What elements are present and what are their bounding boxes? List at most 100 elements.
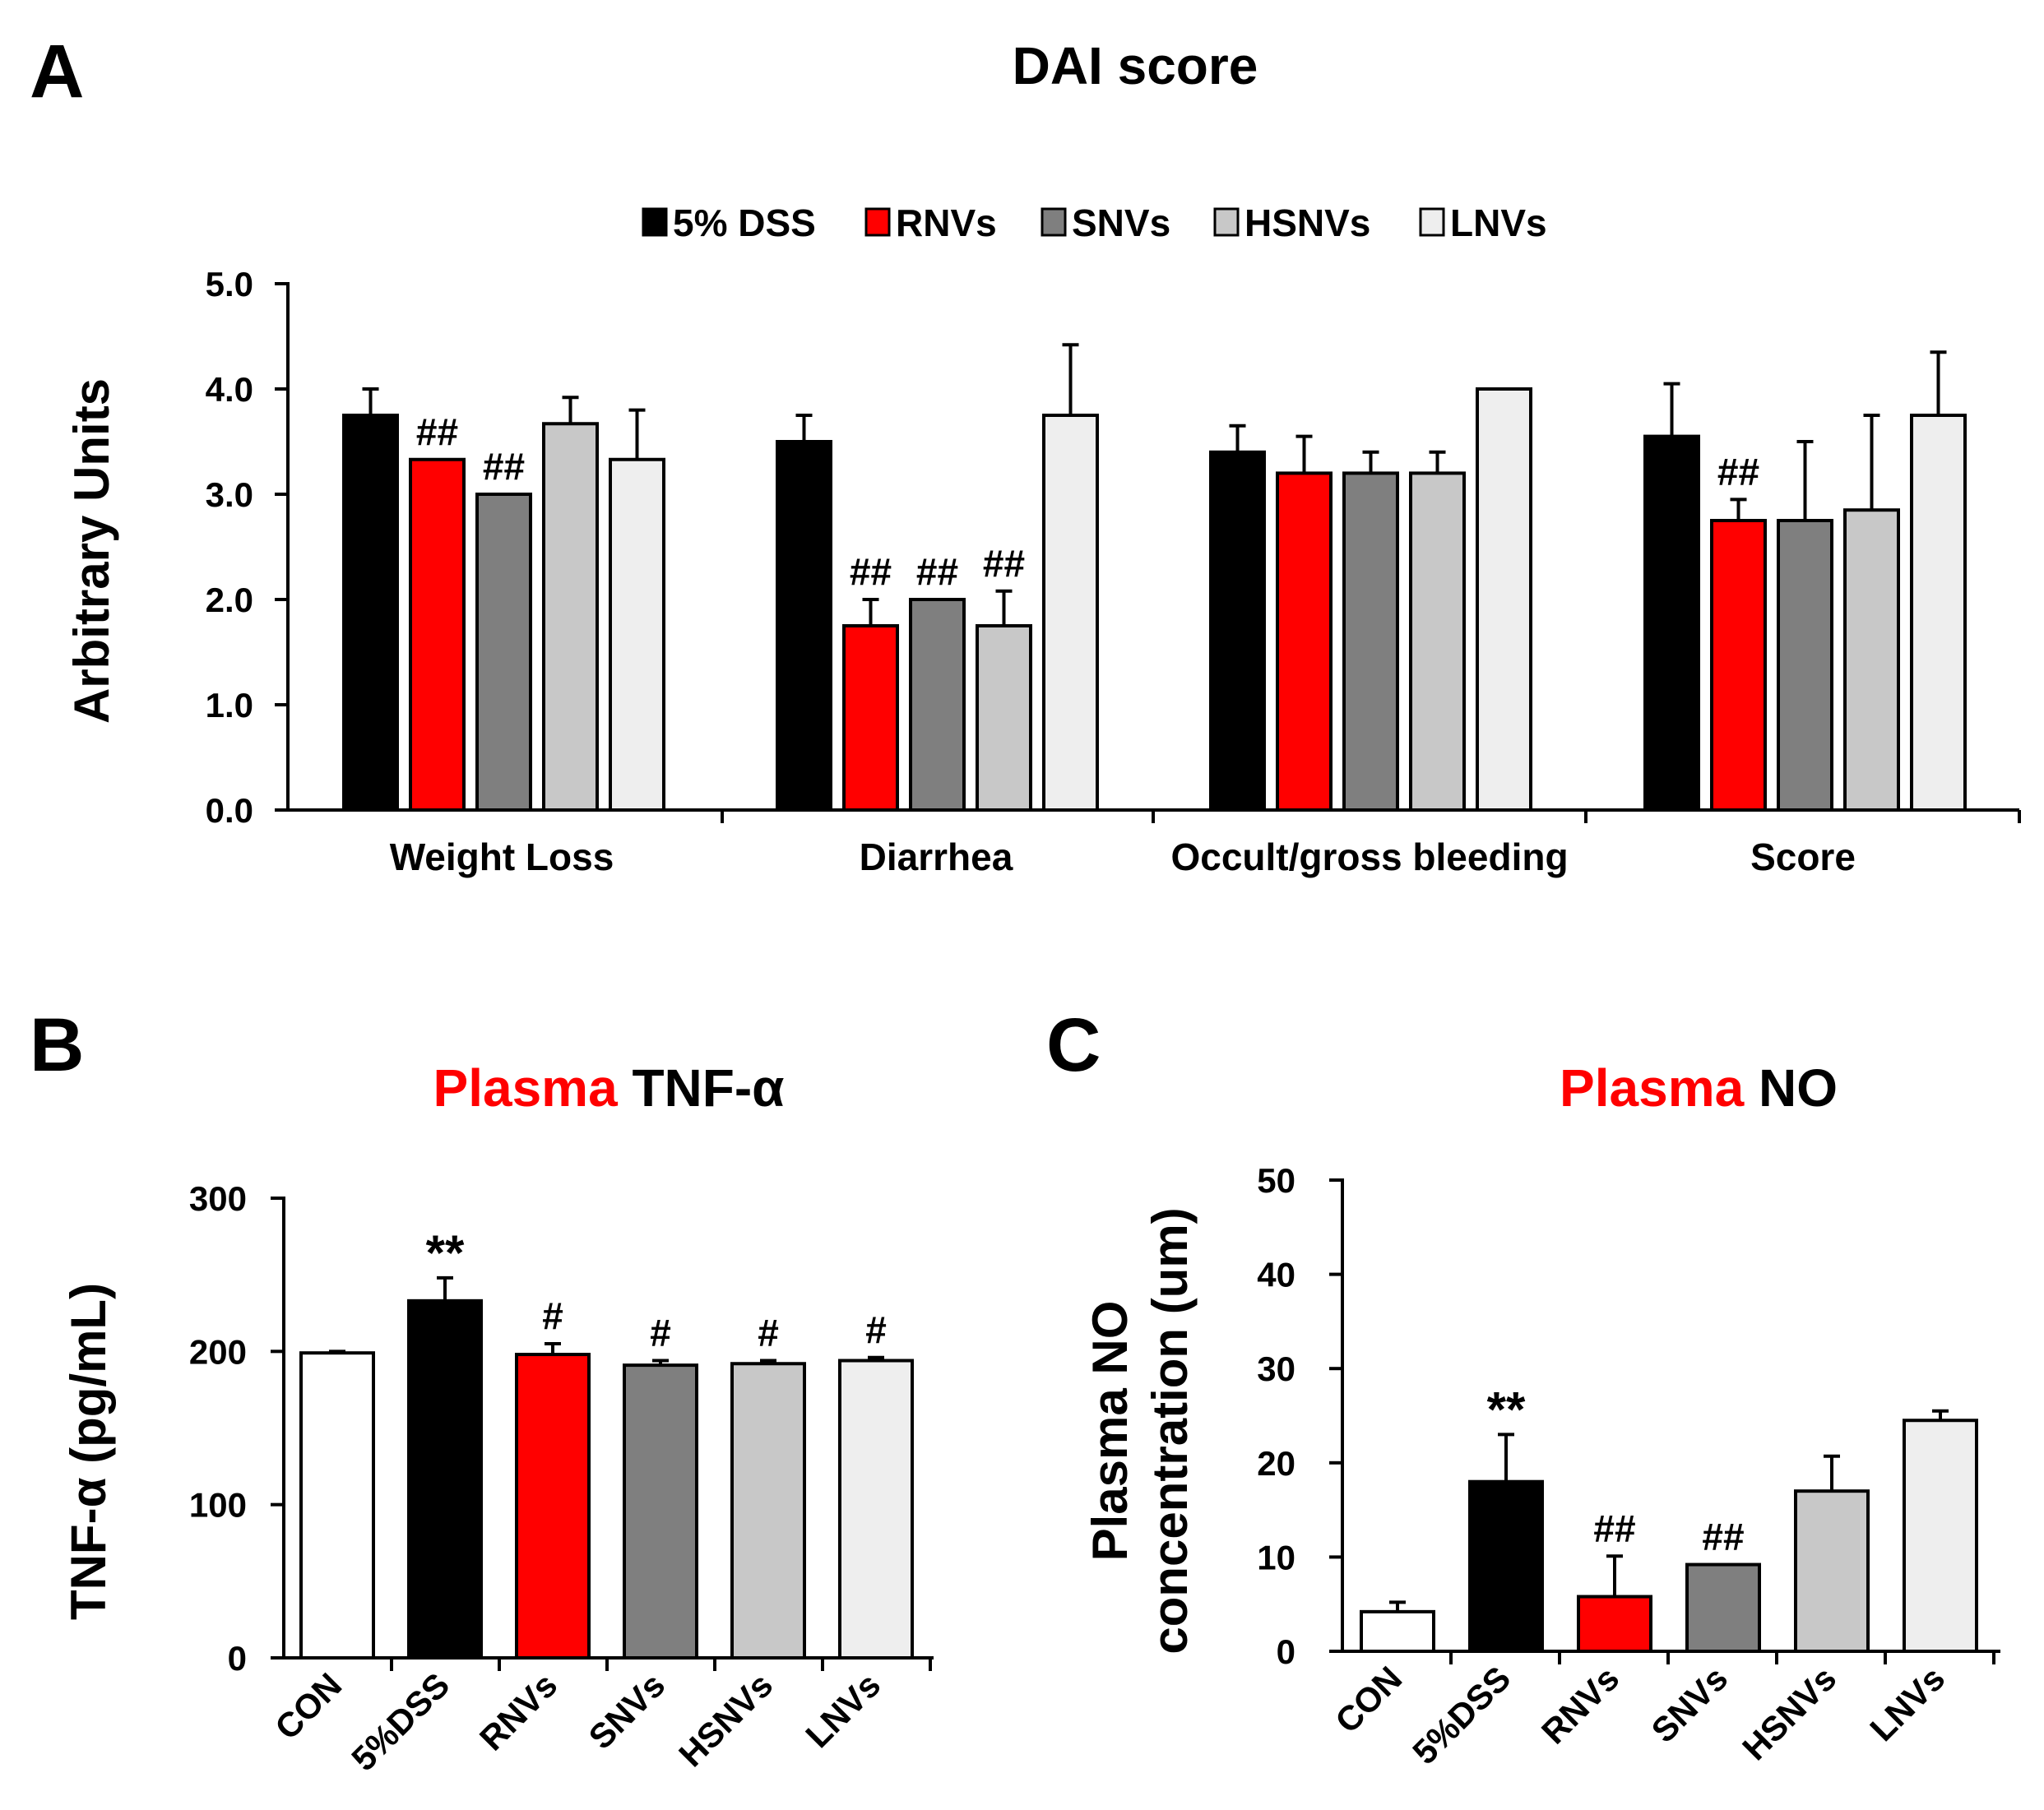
- legend-label-snvs: SNVs: [1072, 201, 1170, 244]
- bar-score-lnvs: [1910, 414, 1967, 812]
- significance-mark-snvs: #: [650, 1312, 671, 1354]
- bar-lnvs: [1903, 1419, 1978, 1653]
- panel-a-x-labels: Weight Loss Diarrhea Occult/gross bleedi…: [390, 836, 1856, 878]
- legend-swatch-rnvs: [864, 207, 891, 237]
- x-label-diarrhea: Diarrhea: [860, 836, 1013, 878]
- legend-label-lnvs: LNVs: [1450, 201, 1547, 244]
- x-label-lnvs: LNVs: [1862, 1659, 1952, 1748]
- bar-5-dss: [1468, 1479, 1544, 1653]
- y-tick-label: 0.0: [206, 791, 253, 830]
- bar-hsnvs: [730, 1362, 806, 1660]
- significance-mark-diarrhea-hsnvs: ##: [983, 542, 1025, 585]
- bar-diarrhea-lnvs: [1042, 414, 1099, 812]
- bar-occult-gross-bleeding-hsnvs: [1409, 471, 1466, 812]
- y-tick-label: 4.0: [206, 370, 253, 409]
- significance-mark-hsnvs: #: [758, 1312, 779, 1354]
- bar-rnvs: [1577, 1595, 1652, 1653]
- significance-mark-5-dss: **: [426, 1225, 465, 1280]
- panel-b-bars: ** # # # #: [299, 1225, 914, 1660]
- panel-a: A DAI score 5% DSS RNVs SNVs HSNVs LNVs Arbi…: [30, 30, 2021, 878]
- panel-a-y-axis: 0.0 1.0 2.0 3.0 4.0 5.0: [206, 265, 253, 830]
- bar-lnvs: [838, 1359, 914, 1660]
- x-label-rnvs: RNVs: [472, 1665, 564, 1757]
- x-label-snvs: SNVs: [1644, 1659, 1736, 1750]
- panel-b-ylabel: TNF-α (pg/mL): [61, 1283, 116, 1620]
- y-tick-label: 100: [189, 1486, 247, 1525]
- x-label-hsnvs: HSNVs: [1735, 1659, 1843, 1767]
- legend-swatch-hsnvs: [1213, 207, 1240, 237]
- panel-b: B Plasma TNF-α TNF-α (pg/mL) 0100200300 …: [30, 1003, 934, 1778]
- panel-c-axes: [1329, 1178, 2000, 1664]
- panel-c-title-main: NO: [1759, 1058, 1838, 1118]
- bar-con: [299, 1351, 375, 1660]
- bar-score-5-dss: [1643, 434, 1700, 812]
- bar-snvs: [1685, 1562, 1761, 1653]
- x-label-con: CON: [267, 1665, 349, 1747]
- bar-weight-loss-snvs: [475, 493, 532, 812]
- bar-5-dss: [407, 1298, 483, 1660]
- panel-c-label: C: [1046, 1003, 1101, 1087]
- y-tick-label: 5.0: [206, 265, 253, 303]
- bar-diarrhea-hsnvs: [976, 624, 1032, 812]
- panel-a-ylabel: Arbitrary Units: [64, 378, 119, 724]
- x-label-lnvs: LNVs: [798, 1665, 888, 1755]
- panel-a-axes: [275, 282, 2021, 823]
- y-tick-label: 20: [1257, 1444, 1295, 1483]
- y-tick-label: 0: [228, 1639, 247, 1678]
- x-label-score: Score: [1750, 836, 1856, 878]
- significance-mark-rnvs: ##: [1593, 1507, 1635, 1549]
- significance-mark-weight-loss-snvs: ##: [483, 445, 525, 488]
- x-label-5-dss: 5%DSS: [1405, 1659, 1518, 1771]
- panel-c-ylabel-line1: Plasma NO: [1082, 1301, 1138, 1562]
- bar-score-rnvs: [1710, 519, 1767, 812]
- y-tick-label: 300: [189, 1179, 247, 1218]
- bar-weight-loss-5-dss: [342, 414, 399, 812]
- bar-occult-gross-bleeding-rnvs: [1276, 471, 1333, 812]
- y-tick-label: 200: [189, 1332, 247, 1371]
- bar-score-hsnvs: [1843, 508, 1900, 812]
- y-tick-label: 50: [1257, 1161, 1295, 1200]
- panel-c-title: Plasma NO: [1560, 1058, 1838, 1118]
- panel-c-ylabel-line2: concentration (um): [1143, 1207, 1198, 1654]
- bar-diarrhea-rnvs: [842, 624, 899, 812]
- y-tick-label: 1.0: [206, 686, 253, 724]
- panel-b-y-axis: 0 100 200 300: [189, 1179, 247, 1678]
- panel-a-bars: ## ## ## ## ## ##: [342, 343, 1967, 812]
- panel-a-legend: 5% DSS RNVs SNVs HSNVs LNVs: [642, 201, 1547, 244]
- y-tick-label: 30: [1257, 1349, 1295, 1388]
- x-label-weight-loss: Weight Loss: [390, 836, 614, 878]
- significance-mark-score-rnvs: ##: [1717, 450, 1759, 493]
- y-tick-label: 40: [1257, 1256, 1295, 1294]
- legend-swatch-5-dss: [642, 207, 668, 237]
- legend-swatch-lnvs: [1419, 207, 1445, 237]
- significance-mark-rnvs: #: [542, 1294, 563, 1337]
- legend-label-5-dss: 5% DSS: [673, 201, 816, 244]
- y-tick-label: 2.0: [206, 581, 253, 619]
- y-tick-label: 0: [1277, 1632, 1295, 1671]
- bar-con: [1360, 1609, 1435, 1654]
- significance-mark-snvs: ##: [1702, 1516, 1744, 1558]
- x-label-rnvs: RNVs: [1534, 1659, 1626, 1751]
- panel-b-label: B: [30, 1003, 84, 1087]
- bar-occult-gross-bleeding-snvs: [1342, 471, 1399, 812]
- y-tick-label: 3.0: [206, 475, 253, 514]
- bar-score-snvs: [1777, 519, 1833, 812]
- legend-label-hsnvs: HSNVs: [1244, 201, 1370, 244]
- panel-a-title: DAI score: [1013, 36, 1258, 95]
- bar-snvs: [623, 1363, 698, 1660]
- panel-c-bars: ** ## ##: [1360, 1382, 1978, 1654]
- x-label-occult-bleeding: Occult/gross bleeding: [1170, 836, 1568, 878]
- x-label-hsnvs: HSNVs: [671, 1665, 780, 1774]
- significance-mark-diarrhea-rnvs: ##: [850, 550, 892, 593]
- panel-b-title: Plasma TNF-α: [433, 1058, 785, 1118]
- bar-weight-loss-hsnvs: [542, 422, 599, 812]
- panel-b-title-main: TNF-α: [632, 1058, 784, 1118]
- x-label-con: CON: [1328, 1659, 1409, 1740]
- significance-mark-lnvs: #: [865, 1308, 887, 1351]
- x-label-5-dss: 5%DSS: [344, 1665, 457, 1778]
- bar-diarrhea-5-dss: [776, 440, 832, 812]
- x-label-snvs: SNVs: [582, 1665, 673, 1757]
